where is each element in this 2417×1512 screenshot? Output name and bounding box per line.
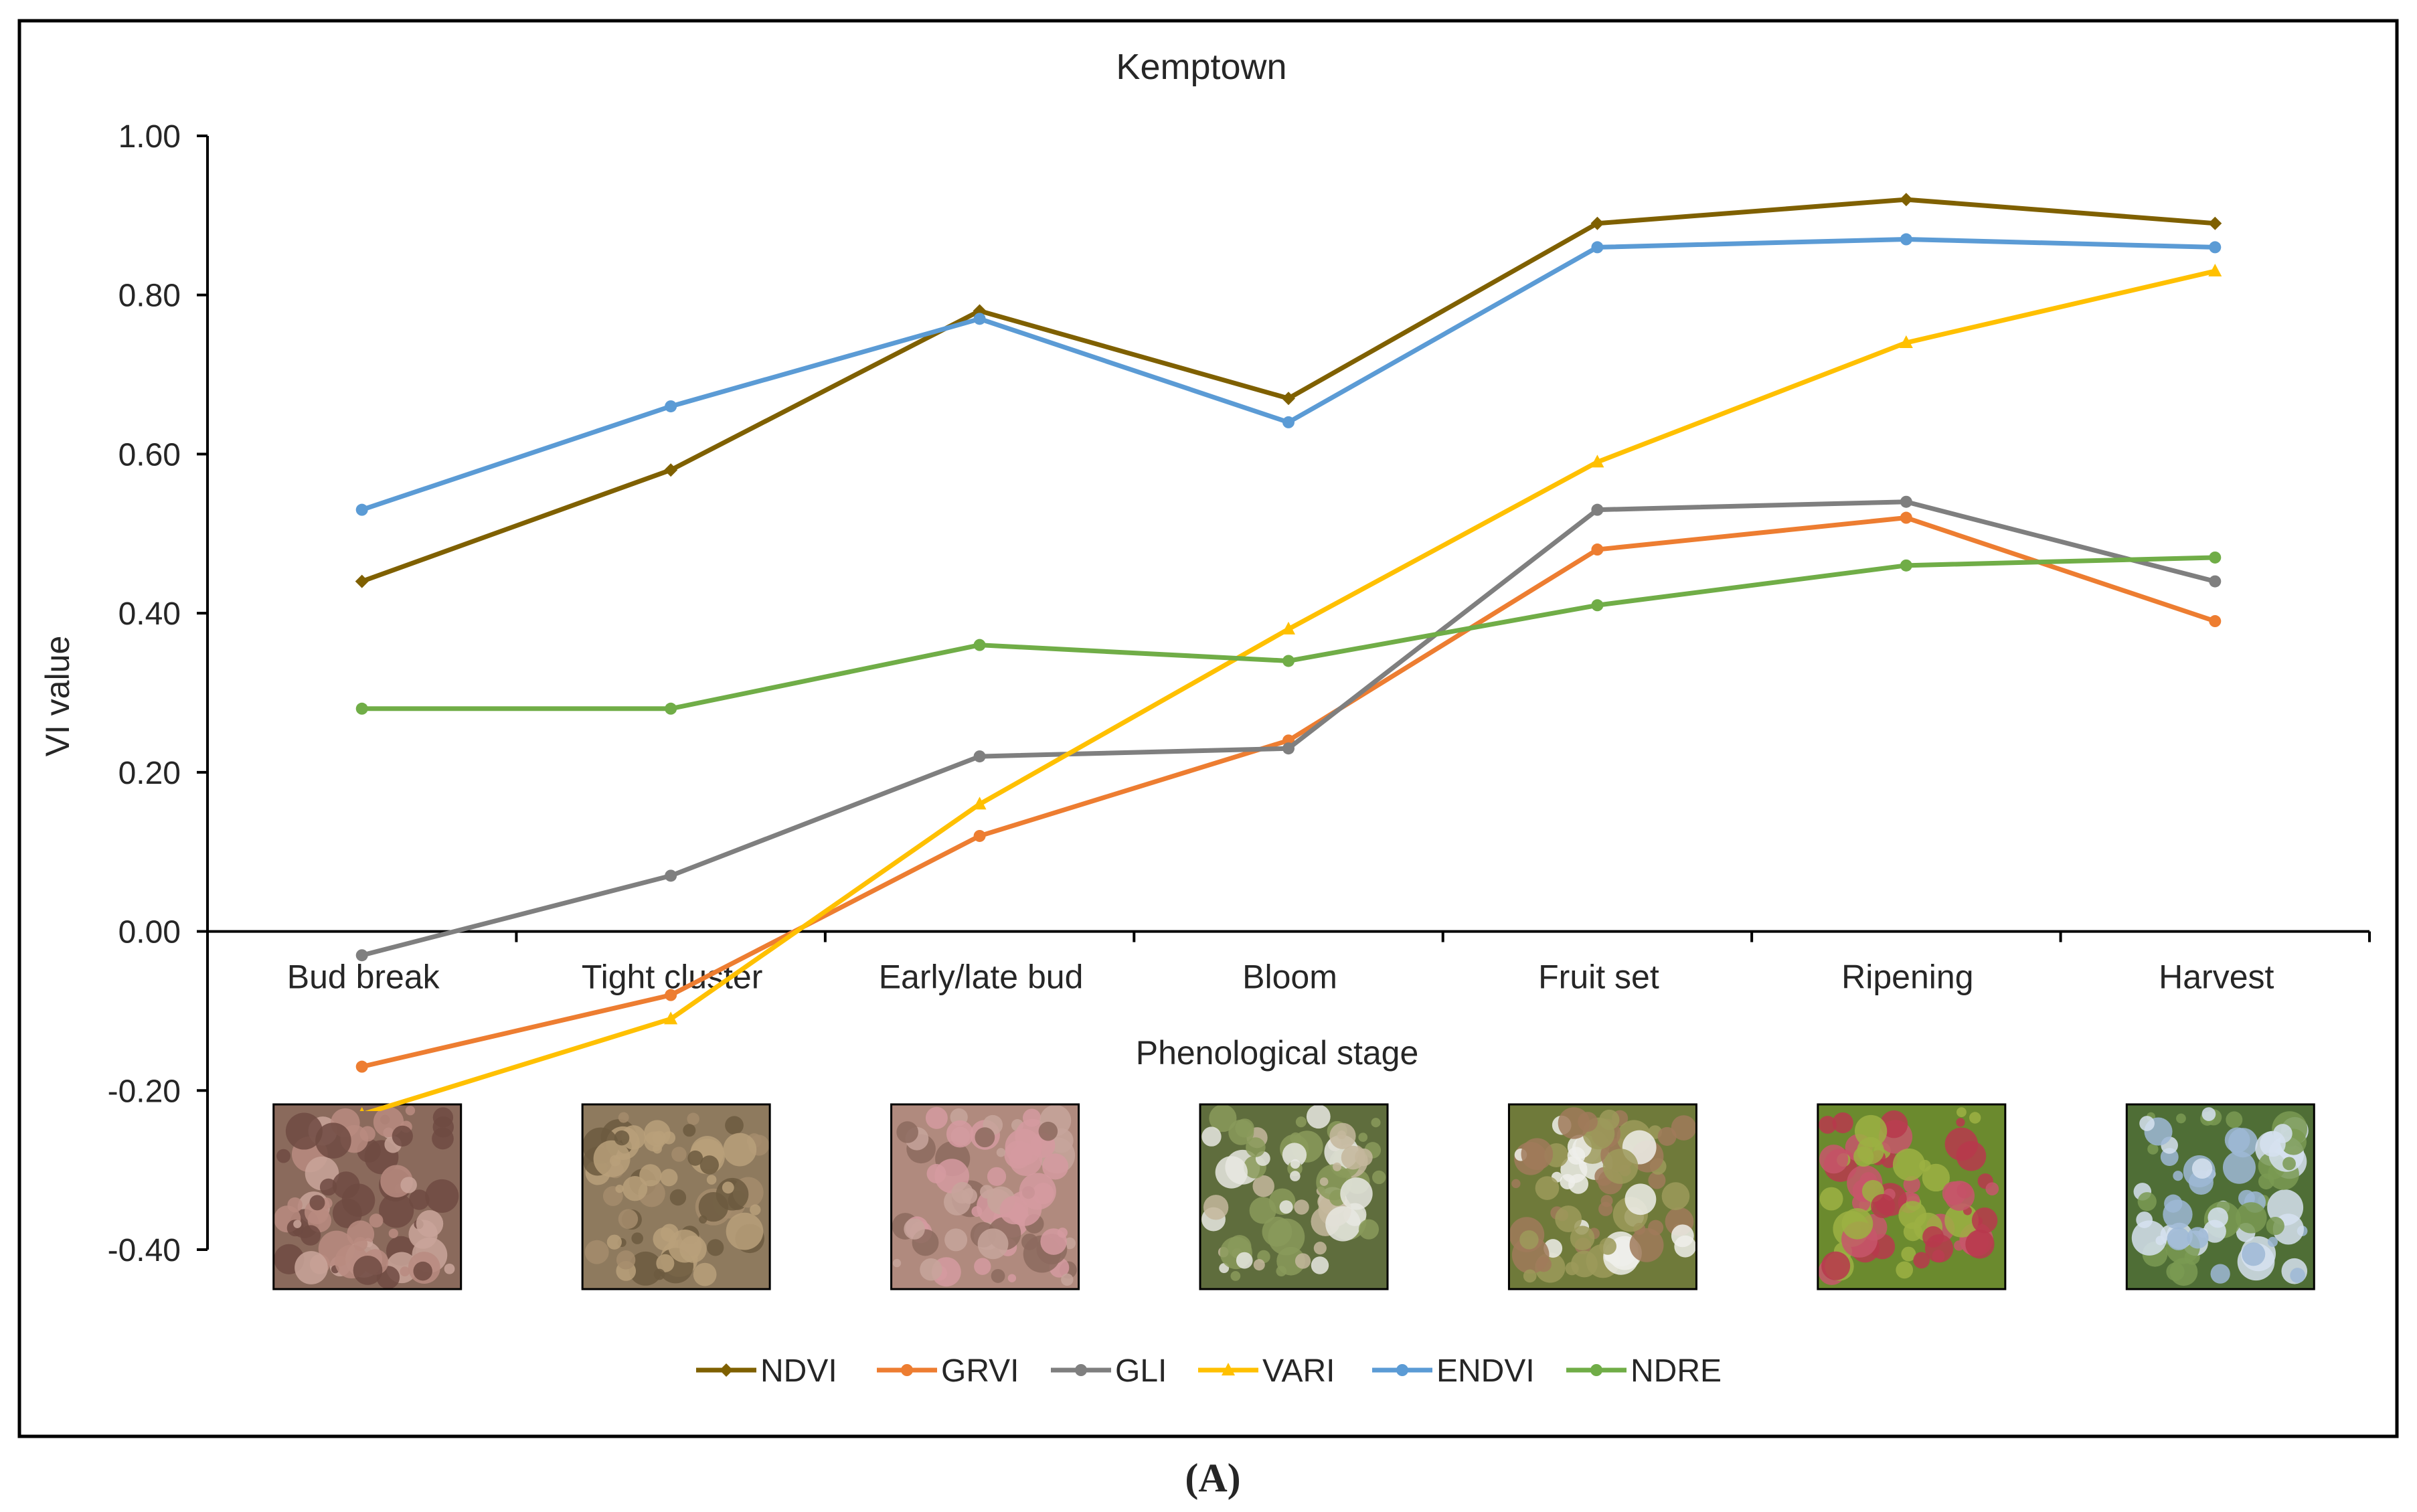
- legend-label: GRVI: [941, 1353, 1019, 1389]
- point-vari: [359, 1106, 364, 1111]
- point-endvi: [665, 400, 677, 413]
- x-axis: Bud break Tight cluster Early/late bud Bloo…: [206, 930, 2371, 996]
- point-ndre: [1900, 559, 1912, 572]
- legend-marker: [1396, 1364, 1408, 1376]
- point-grvi: [665, 989, 677, 1001]
- y-tick-label: 0.80: [118, 278, 181, 314]
- stage-photo: [2125, 1103, 2315, 1290]
- stage-photo: [1199, 1103, 1389, 1290]
- y-tick-label: -0.20: [108, 1074, 181, 1109]
- point-vari: [1899, 335, 1913, 349]
- point-gli: [1591, 503, 1604, 516]
- legend-marker: [1590, 1364, 1602, 1376]
- y-tick-label: 0.60: [118, 437, 181, 473]
- y-tick-label: 1.00: [118, 119, 181, 155]
- stage-photo: [1507, 1103, 1697, 1290]
- figure-caption: (A): [1185, 1456, 1240, 1500]
- y-tick-label: 0.20: [118, 756, 181, 791]
- point-endvi: [1591, 241, 1604, 254]
- point-grvi: [355, 1060, 368, 1073]
- y-tick-label: 0.40: [118, 596, 181, 632]
- stage-photo: [890, 1103, 1080, 1290]
- point-gli: [2209, 575, 2222, 588]
- point-gli: [355, 949, 368, 962]
- y-axis-label: VI value: [39, 636, 76, 757]
- point-ndre: [2209, 551, 2222, 564]
- series-ndre: [355, 551, 2222, 715]
- point-endvi: [2209, 241, 2222, 254]
- series-vari: [359, 264, 2222, 1111]
- stage-photo: [272, 1103, 463, 1290]
- point-gli: [1900, 495, 1912, 508]
- point-ndre: [1282, 655, 1295, 667]
- point-vari: [1590, 454, 1604, 468]
- point-endvi: [355, 503, 368, 516]
- point-gli: [1282, 742, 1295, 755]
- point-ndre: [355, 702, 368, 715]
- point-ndvi: [1590, 216, 1604, 230]
- legend-entry-endvi: ENDVI: [1372, 1353, 1535, 1389]
- y-axis: -0.40 -0.20 0.00 0.20 0.40 0.60 0.80 1.00: [108, 119, 209, 1268]
- legend-label: NDRE: [1631, 1353, 1722, 1389]
- x-tick-label: Early/late bud: [879, 958, 1084, 996]
- point-endvi: [1282, 416, 1295, 428]
- chart-title: Kemptown: [1116, 47, 1286, 87]
- point-ndre: [973, 639, 986, 651]
- point-vari: [2208, 264, 2222, 277]
- legend-label: VARI: [1262, 1353, 1335, 1389]
- legend-entry-vari: VARI: [1198, 1353, 1335, 1389]
- x-tick-label: Harvest: [2159, 958, 2274, 996]
- point-ndvi: [1899, 193, 1913, 207]
- point-ndvi: [664, 463, 678, 477]
- stage-photos: [272, 1103, 2315, 1290]
- legend: NDVI GRVI GLI VARI ENDVI NDRE: [696, 1353, 1722, 1389]
- x-axis-label: Phenological stage: [1136, 1034, 1419, 1072]
- stage-photo: [581, 1103, 771, 1290]
- y-tick-label: -0.40: [108, 1233, 181, 1268]
- legend-label: GLI: [1115, 1353, 1167, 1389]
- legend-marker: [1222, 1363, 1235, 1375]
- series-layer: [355, 193, 2222, 1111]
- legend-marker: [720, 1363, 733, 1377]
- x-tick-label: Bloom: [1242, 958, 1337, 996]
- point-gli: [665, 869, 677, 882]
- point-ndvi: [1282, 392, 1295, 406]
- point-endvi: [1900, 233, 1912, 246]
- x-tick-label: Ripening: [1841, 958, 1973, 996]
- point-grvi: [1591, 543, 1604, 556]
- series-gli: [355, 495, 2222, 962]
- legend-marker: [901, 1364, 913, 1376]
- point-ndvi: [355, 574, 369, 588]
- legend-entry-grvi: GRVI: [877, 1353, 1019, 1389]
- point-endvi: [973, 313, 986, 325]
- point-ndvi: [2208, 216, 2222, 230]
- x-tick-label: Bud break: [287, 958, 440, 996]
- stage-photo: [1817, 1103, 2007, 1290]
- point-grvi: [2209, 615, 2222, 628]
- legend-marker: [1075, 1364, 1087, 1376]
- legend-label: ENDVI: [1436, 1353, 1535, 1389]
- point-gli: [973, 750, 986, 763]
- point-ndre: [1591, 599, 1604, 612]
- legend-label: NDVI: [760, 1353, 837, 1389]
- point-ndre: [665, 702, 677, 715]
- legend-entry-ndre: NDRE: [1566, 1353, 1722, 1389]
- legend-entry-gli: GLI: [1051, 1353, 1167, 1389]
- point-grvi: [973, 829, 986, 842]
- point-vari: [664, 1011, 678, 1025]
- series-endvi: [355, 233, 2222, 516]
- x-tick-label: Fruit set: [1538, 958, 1659, 996]
- point-vari: [1282, 621, 1295, 635]
- point-grvi: [1900, 511, 1912, 524]
- point-vari: [973, 796, 987, 810]
- series-grvi: [355, 511, 2222, 1073]
- legend-entry-ndvi: NDVI: [696, 1353, 837, 1389]
- y-tick-label: 0.00: [118, 915, 181, 950]
